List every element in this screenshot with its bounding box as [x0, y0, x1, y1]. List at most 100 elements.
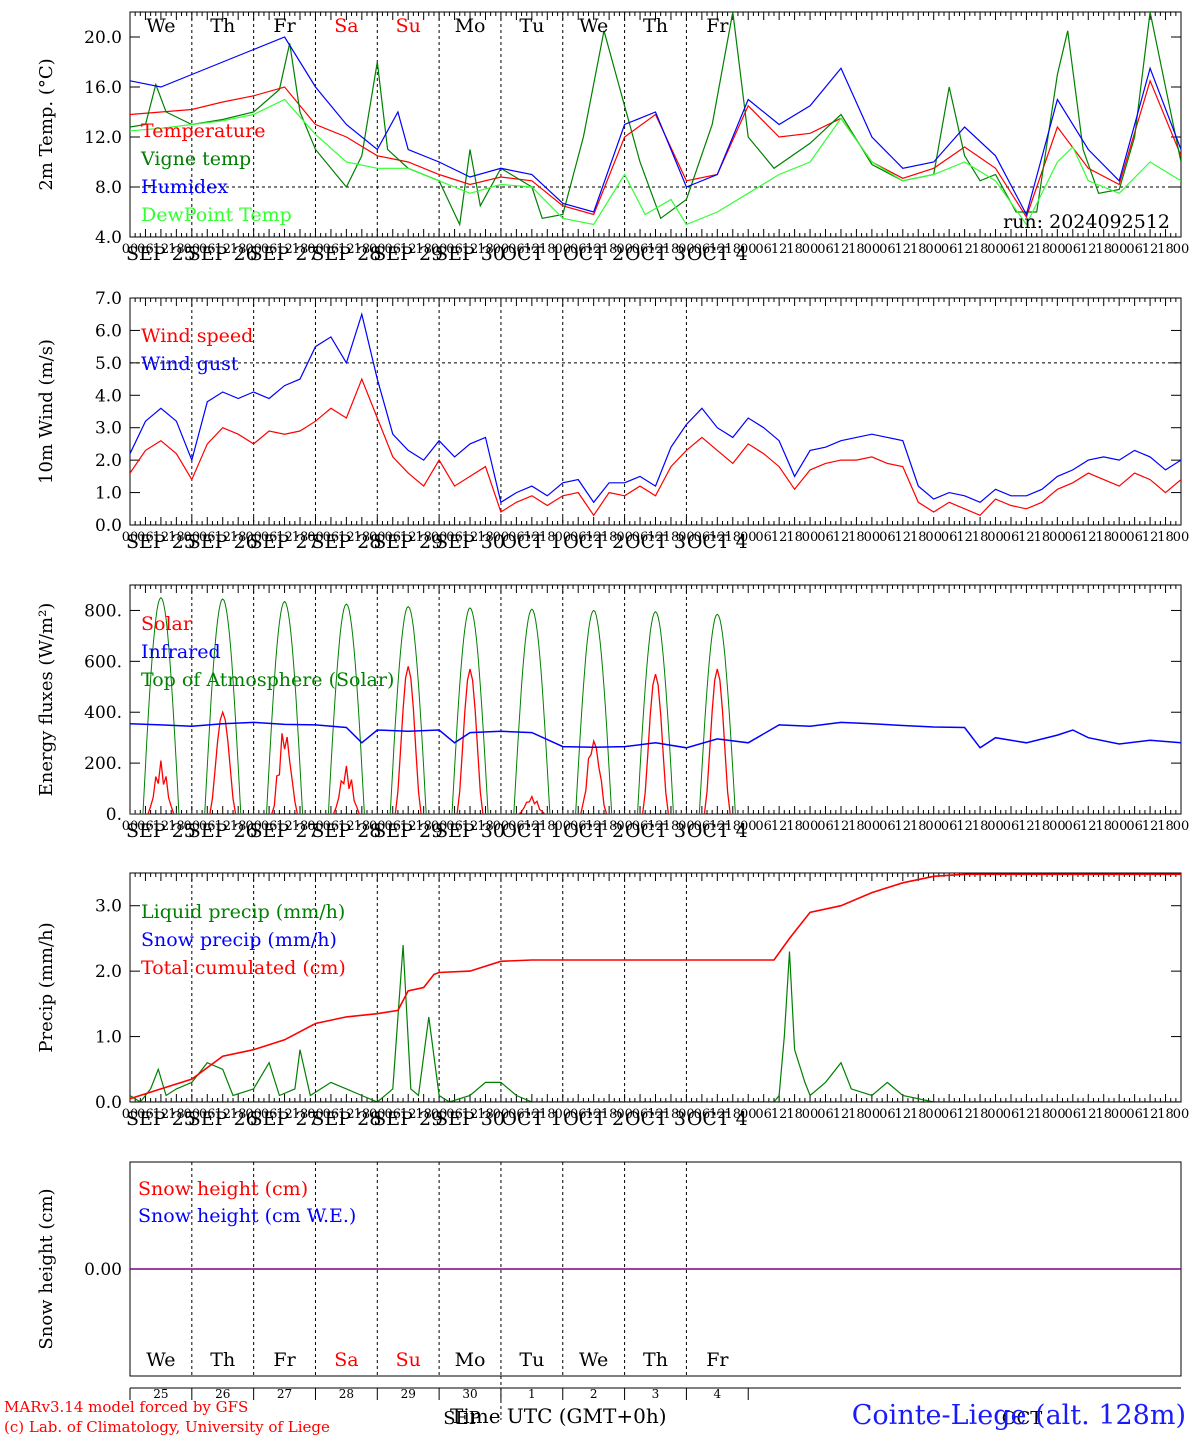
hour-tick-label: 06	[261, 242, 278, 257]
hour-tick-label: 18	[292, 530, 309, 545]
toa-solar-line	[500, 608, 563, 814]
date-label: SEP 27	[250, 243, 320, 265]
hour-tick-label: 06	[323, 530, 340, 545]
hour-tick-label: 06	[879, 819, 896, 834]
date-label: OCT 2	[563, 531, 624, 553]
toa-solar-line	[562, 609, 625, 814]
hour-tick-label: 12	[338, 1107, 355, 1122]
weekday-label: Su	[396, 15, 421, 37]
hour-tick-label: 18	[725, 819, 742, 834]
hour-tick-label: 12	[276, 1107, 293, 1122]
hour-tick-label: 18	[786, 242, 803, 257]
hour-tick-label: 00	[864, 530, 881, 545]
solar-line	[624, 673, 687, 814]
hour-tick-label: 00	[1049, 530, 1066, 545]
hour-tick-label: 06	[384, 530, 401, 545]
hour-tick-label: 00	[864, 819, 881, 834]
bottom-weekday-label: Su	[396, 1349, 421, 1371]
hour-tick-label: 12	[153, 1107, 170, 1122]
hour-tick-label: 00	[678, 242, 695, 257]
date-label: SEP 27	[250, 531, 320, 553]
solar-line	[191, 710, 254, 814]
hour-tick-label: 00	[987, 819, 1004, 834]
date-label: SEP 28	[311, 1108, 381, 1130]
hour-tick-label: 06	[261, 530, 278, 545]
solar-line	[130, 760, 192, 814]
date-label: SEP 25	[126, 243, 196, 265]
month-label-sep: SEP	[443, 1408, 481, 1429]
hour-tick-label: 00	[864, 1107, 881, 1122]
hour-tick-label: 06	[570, 819, 587, 834]
date-label: OCT 2	[563, 243, 624, 265]
hour-tick-label: 18	[292, 242, 309, 257]
hour-tick-label: 06	[817, 242, 834, 257]
hour-tick-label: 12	[709, 819, 726, 834]
weekday-label: Fr	[706, 15, 729, 37]
panel-snow	[129, 1161, 1182, 1377]
date-label: SEP 29	[373, 820, 443, 842]
hour-tick-label: 18	[477, 1107, 494, 1122]
hour-tick-label: 06	[137, 819, 154, 834]
hour-tick-label: 00	[925, 242, 942, 257]
weekday-label: Th	[643, 15, 668, 37]
hour-tick-label: 18	[1157, 819, 1174, 834]
hour-tick-label: 12	[400, 242, 417, 257]
date-label: OCT 4	[687, 243, 748, 265]
hour-tick-label: 00	[307, 1107, 324, 1122]
toa-solar-line	[377, 605, 440, 814]
date-label: OCT 3	[625, 243, 686, 265]
hour-tick-label: 06	[446, 530, 463, 545]
hour-tick-label: 06	[1065, 819, 1082, 834]
hour-tick-label: 06	[879, 242, 896, 257]
hour-tick-label: 18	[663, 242, 680, 257]
y-tick-label: 800.	[84, 601, 122, 621]
date-label: SEP 28	[311, 243, 381, 265]
hour-tick-label: 06	[1003, 530, 1020, 545]
hour-tick-label: 06	[1126, 530, 1143, 545]
hour-tick-label: 06	[570, 1107, 587, 1122]
hour-tick-label: 06	[694, 819, 711, 834]
hour-tick-label: 06	[199, 819, 216, 834]
hour-tick-label: 00	[369, 242, 386, 257]
hour-tick-label: 00	[616, 819, 633, 834]
hour-tick-label: 00	[802, 819, 819, 834]
hour-tick-label: 18	[230, 530, 247, 545]
bottom-weekday-label: Sa	[334, 1349, 358, 1371]
y-tick-label: 7.0	[95, 289, 122, 309]
hour-tick-label: 06	[323, 1107, 340, 1122]
date-label: OCT 2	[563, 1108, 624, 1130]
legend-temp-0: Temperature	[141, 120, 265, 142]
hour-tick-label: 00	[245, 242, 262, 257]
hour-tick-label: 12	[1142, 530, 1159, 545]
hour-tick-label: 18	[786, 1107, 803, 1122]
hour-tick-label: 06	[384, 1107, 401, 1122]
hour-tick-label: 12	[524, 242, 541, 257]
hour-tick-label: 18	[415, 1107, 432, 1122]
hour-tick-label: 12	[1080, 242, 1097, 257]
date-label: OCT 2	[563, 820, 624, 842]
hour-tick-label: 06	[879, 1107, 896, 1122]
hour-tick-label: 00	[864, 242, 881, 257]
hour-tick-label: 00	[554, 242, 571, 257]
y-tick-label: 20.0	[84, 28, 122, 48]
date-label: OCT 4	[687, 531, 748, 553]
date-label: OCT 3	[625, 531, 686, 553]
series-line-0	[130, 944, 1181, 1102]
hour-tick-label: 06	[137, 530, 154, 545]
hour-tick-label: 18	[477, 242, 494, 257]
date-label: SEP 30	[435, 243, 505, 265]
hour-tick-label: 18	[539, 530, 556, 545]
hour-tick-label: 00	[431, 1107, 448, 1122]
toa-solar-line	[624, 610, 687, 814]
hour-tick-label: 12	[956, 819, 973, 834]
date-label: OCT 3	[625, 820, 686, 842]
date-label: SEP 30	[435, 531, 505, 553]
hour-tick-label: 00	[616, 530, 633, 545]
date-label: SEP 30	[435, 820, 505, 842]
legend-snow-0: Snow height (cm)	[138, 1178, 308, 1200]
hour-tick-label: 12	[462, 242, 479, 257]
hour-tick-label: 18	[848, 530, 865, 545]
hour-tick-label: 12	[833, 819, 850, 834]
panel-temp	[129, 11, 1182, 238]
y-tick-label: 2.0	[95, 451, 122, 471]
